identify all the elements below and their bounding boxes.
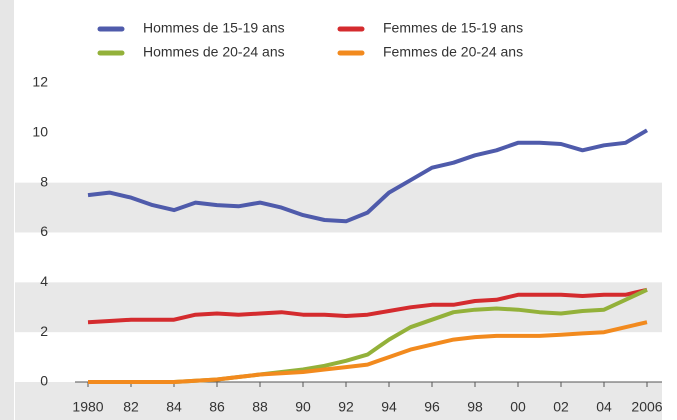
grid-band [15,182,662,233]
series-line [87,287,648,325]
y-tick-label: 10 [32,124,48,140]
y-tick-label: 8 [40,173,48,189]
grid-band [15,382,662,420]
x-tick-label: 94 [381,399,397,415]
legend-label: Femmes de 15-19 ans [383,20,523,36]
series-line [87,128,649,224]
x-tick-label: 04 [596,399,612,415]
x-tick-label: 96 [424,399,440,415]
x-tick-label: 00 [510,399,526,415]
x-tick-label: 1980 [72,399,103,415]
legend-label: Femmes de 20-24 ans [383,44,523,60]
x-tick-label: 88 [252,399,268,415]
x-tick-label: 92 [338,399,354,415]
x-tick-label: 98 [467,399,483,415]
x-tick-label: 02 [553,399,569,415]
y-tick-label: 0 [40,373,48,389]
legend-label: Hommes de 20-24 ans [143,44,285,60]
x-tick-label: 90 [295,399,311,415]
x-tick-label: 2006 [631,399,662,415]
y-tick-label: 6 [40,223,48,239]
side-strip [0,0,14,420]
x-tick-label: 82 [123,399,139,415]
x-tick-label: 84 [166,399,182,415]
x-tick-label: 86 [209,399,225,415]
grid-band [15,282,662,333]
series-line [88,320,648,384]
legend-label: Hommes de 15-19 ans [143,20,285,36]
y-tick-label: 4 [40,273,48,289]
y-tick-label: 12 [32,74,48,90]
y-tick-label: 2 [40,323,48,339]
